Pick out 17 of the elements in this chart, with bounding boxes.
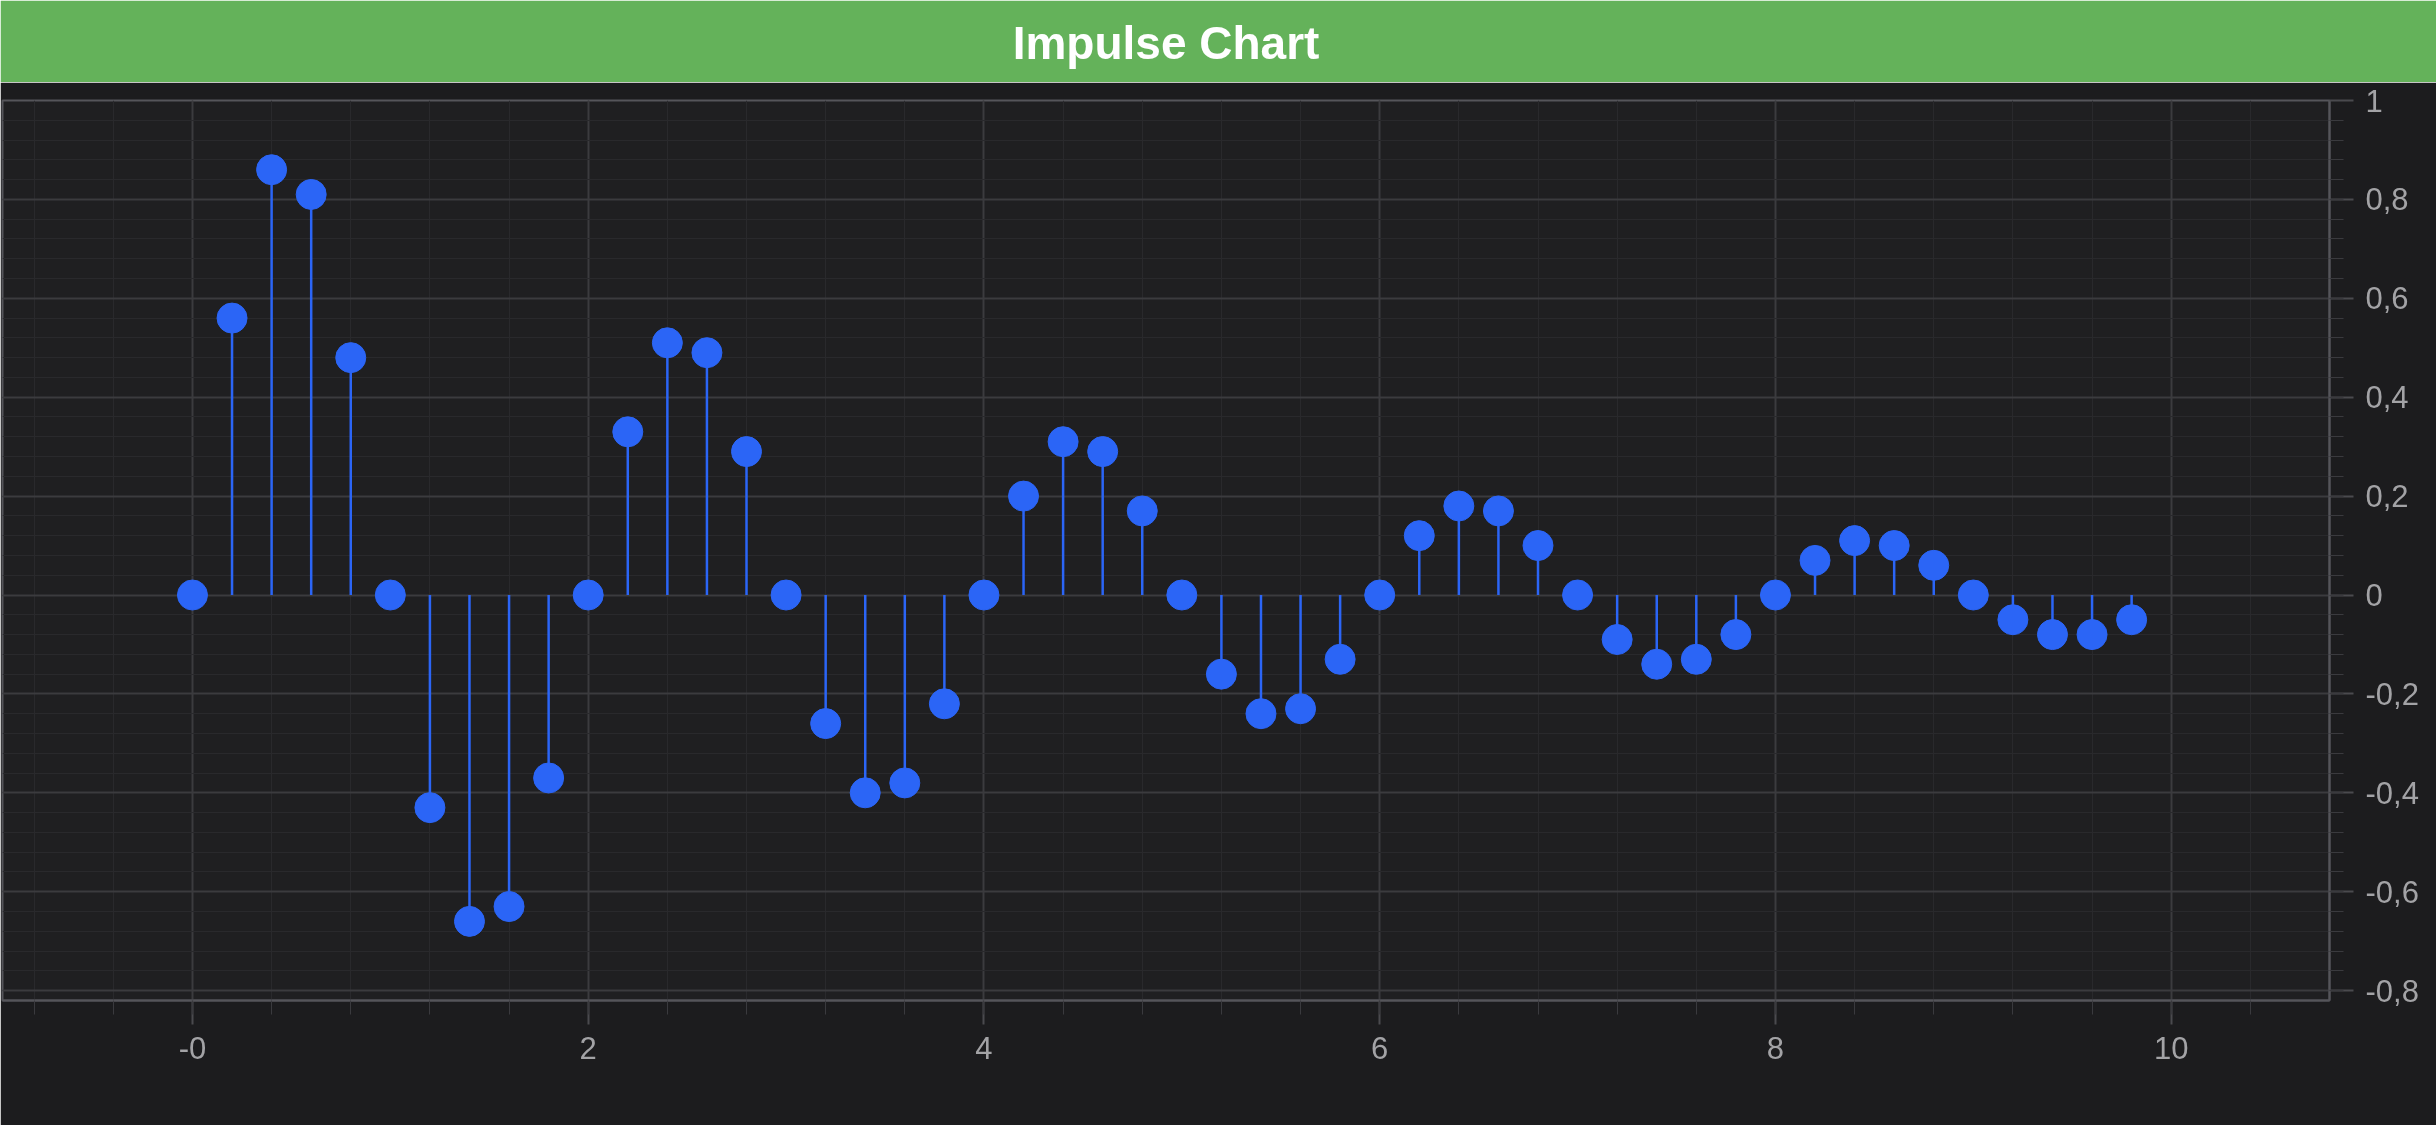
y-tick-label: 0,2	[2365, 479, 2409, 515]
chart-title: Impulse Chart	[1012, 16, 1320, 69]
y-tick-label: 0,8	[2365, 182, 2409, 218]
x-tick-label: 10	[2153, 1030, 2189, 1066]
y-tick-label: 1	[2365, 83, 2383, 119]
y-tick-label: 0	[2365, 578, 2383, 614]
y-tick-label: 0,6	[2365, 281, 2409, 317]
y-tick-label: 0,4	[2365, 380, 2409, 416]
y-tick-label: -0,8	[2365, 973, 2419, 1009]
x-tick-label: 4	[975, 1030, 993, 1066]
x-tick-label: 6	[1371, 1030, 1389, 1066]
y-tick-label: -0,2	[2365, 676, 2419, 712]
x-tick-label: 2	[579, 1030, 597, 1066]
y-tick-label: -0,4	[2365, 775, 2419, 811]
x-tick-label: -0	[178, 1030, 207, 1066]
x-tick-label: 8	[1766, 1030, 1785, 1066]
y-tick-label: -0,6	[2365, 874, 2419, 910]
